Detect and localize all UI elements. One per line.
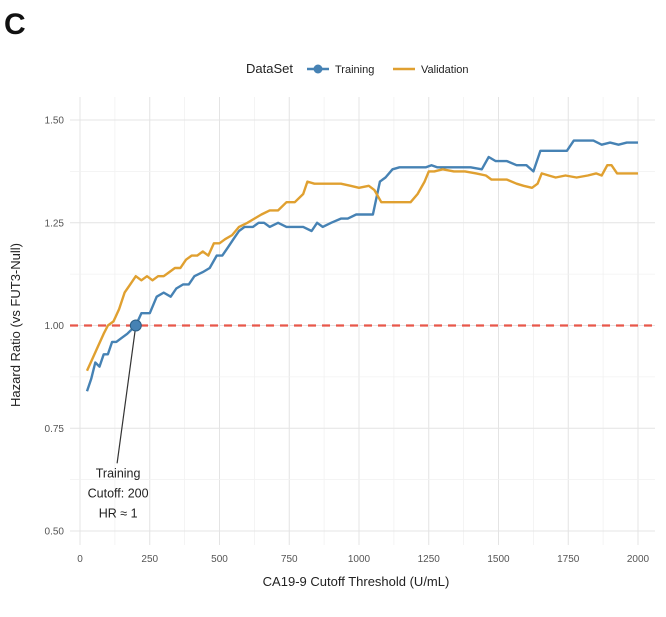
y-tick-labels: 0.50 0.75 1.00 1.25 1.50 [45,116,65,538]
series-line-validation [85,164,638,372]
x-tick-label: 1750 [557,554,580,565]
annotation-text-line: Cutoff: 200 [88,486,149,500]
annotation-marker [129,319,142,332]
y-tick-label: 0.75 [45,424,65,435]
series-layer [85,139,638,392]
legend-key-marker [313,64,323,74]
y-tick-label: 1.25 [45,218,65,229]
annotation-text-line: Training [96,466,141,480]
legend-label: Training [335,64,374,76]
grid [70,97,655,545]
y-tick-label: 1.50 [45,116,65,127]
annotation-text-line: HR ≈ 1 [99,506,138,520]
legend: DataSet Training Validation [246,61,469,76]
x-tick-label: 750 [281,554,298,565]
y-tick-label: 1.00 [45,321,65,332]
series-line-training [85,139,638,392]
x-tick-label: 1000 [348,554,371,565]
legend-label: Validation [421,64,469,76]
legend-title: DataSet [246,61,293,76]
x-tick-label: 250 [141,554,158,565]
x-tick-label: 0 [77,554,83,565]
x-tick-labels: 0 250 500 750 1000 1250 1500 1750 2000 [77,554,649,565]
x-tick-label: 2000 [627,554,650,565]
annotation-leader-line [116,325,137,464]
annotation: Training Cutoff: 200 HR ≈ 1 [88,319,149,520]
x-axis-title: CA19-9 Cutoff Threshold (U/mL) [263,574,450,589]
y-tick-label: 0.50 [45,527,65,538]
x-tick-label: 500 [211,554,228,565]
x-tick-label: 1500 [487,554,510,565]
panel-label: C [4,8,26,41]
y-axis-title: Hazard Ratio (vs FUT3-Null) [8,243,23,407]
x-tick-label: 1250 [418,554,441,565]
